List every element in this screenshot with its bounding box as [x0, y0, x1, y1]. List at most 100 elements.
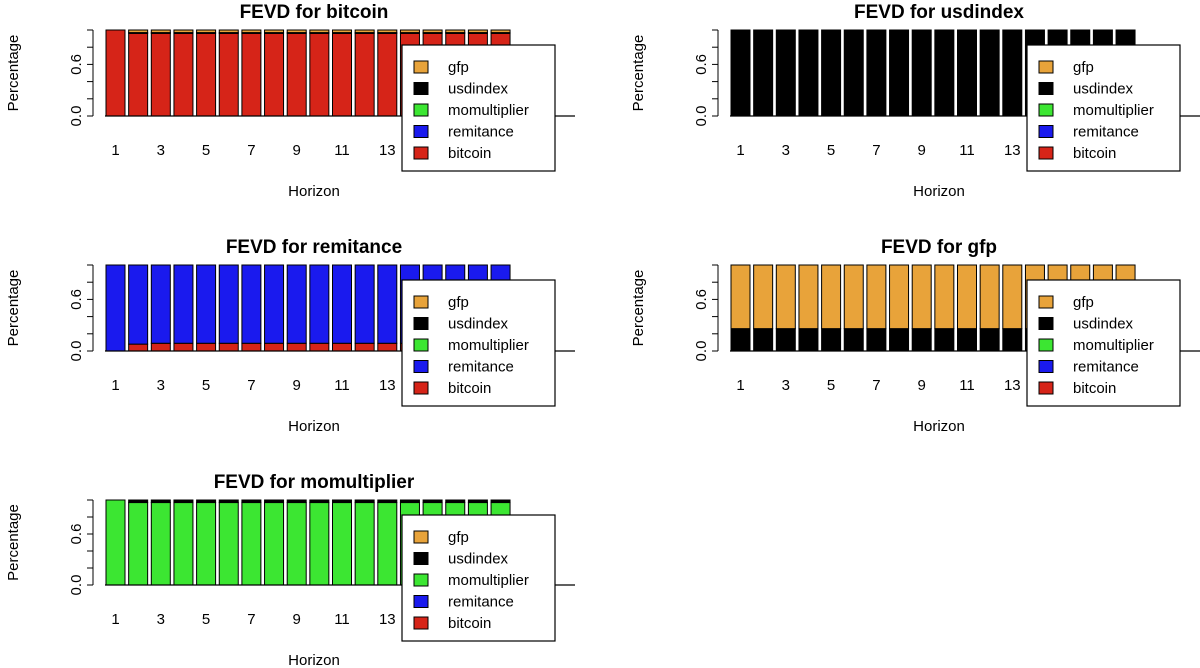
bar-segment-usdindex: [241, 499, 262, 504]
bar-segment-usdindex: [866, 328, 887, 352]
bar-segment-bitcoin: [173, 32, 194, 117]
x-tick-label: 3: [157, 611, 165, 628]
bar-segment-bitcoin: [241, 342, 262, 352]
bar-segment-gfp: [218, 29, 239, 34]
bar-segment-gfp: [730, 264, 751, 330]
y-tick-label: 0.0: [68, 106, 85, 127]
bar-segment-momultiplier: [196, 502, 217, 586]
legend-swatch-usdindex: [413, 82, 429, 95]
y-axis-label: Percentage: [5, 504, 22, 581]
bar-segment-usdindex: [957, 29, 977, 117]
y-tick-label: 0.6: [693, 54, 710, 75]
legend-swatch-momultiplier: [1038, 103, 1054, 117]
legend-label-bitcoin: bitcoin: [448, 615, 491, 632]
bar-segment-remitance: [332, 264, 352, 344]
bar-segment-remitance: [173, 264, 194, 344]
bar-segment-momultiplier: [309, 502, 330, 586]
legend-label-remitance: remitance: [1073, 359, 1139, 376]
x-tick-label: 3: [782, 377, 790, 394]
bar-segment-usdindex: [821, 328, 842, 352]
x-axis-label: Horizon: [913, 418, 965, 435]
y-tick-label: 0.6: [68, 289, 85, 310]
legend-swatch-remitance: [1038, 360, 1054, 373]
bar-segment-usdindex: [889, 29, 910, 117]
bar-segment-usdindex: [730, 29, 751, 117]
bar-segment-usdindex: [150, 499, 171, 504]
legend-label-momultiplier: momultiplier: [448, 572, 529, 589]
bar-segment-momultiplier: [264, 502, 285, 586]
legend-swatch-momultiplier: [1038, 338, 1054, 352]
bar-segment-gfp: [979, 264, 1000, 330]
bar-segment-usdindex: [354, 499, 375, 504]
bar-segment-usdindex: [467, 499, 488, 504]
legend-label-remitance: remitance: [448, 124, 514, 141]
bar-segment-gfp: [445, 29, 466, 34]
bar-segment-gfp: [821, 264, 842, 330]
bar-segment-gfp: [753, 264, 774, 330]
bar-segment-gfp: [173, 29, 194, 34]
legend: gfp usdindex momultiplier remitance bitcoin: [401, 44, 556, 172]
bar-segment-bitcoin: [196, 342, 217, 352]
x-tick-label: 13: [379, 142, 396, 159]
legend-swatch-usdindex: [413, 317, 429, 330]
legend-swatch-remitance: [1038, 125, 1054, 138]
bar-segment-usdindex: [196, 499, 217, 504]
bar-segment-remitance: [150, 264, 171, 344]
legend-swatch-usdindex: [1038, 82, 1054, 95]
chart-title: FEVD for usdindex: [854, 2, 1024, 23]
x-tick-label: 1: [736, 377, 744, 394]
bar-segment-gfp: [775, 264, 796, 330]
x-tick-label: 9: [918, 377, 926, 394]
legend-swatch-bitcoin: [413, 146, 429, 160]
legend-swatch-gfp: [413, 60, 429, 74]
y-tick-label: 0.0: [693, 341, 710, 362]
bar-segment-gfp: [399, 29, 420, 34]
legend-swatch-bitcoin: [1038, 146, 1054, 160]
legend: gfp usdindex momultiplier remitance bitcoin: [401, 514, 556, 642]
bar-segment-usdindex: [911, 29, 932, 117]
chart-title: FEVD for remitance: [226, 237, 402, 258]
bar-segment-gfp: [889, 264, 910, 330]
y-axis-label: Percentage: [5, 270, 22, 347]
legend-label-momultiplier: momultiplier: [448, 337, 529, 354]
x-tick-label: 13: [379, 377, 396, 394]
legend-swatch-usdindex: [413, 552, 429, 565]
y-axis-label: Percentage: [630, 35, 647, 112]
bar-segment-gfp: [422, 29, 443, 34]
x-tick-label: 13: [1004, 142, 1021, 159]
x-tick-label: 11: [334, 142, 350, 159]
bar-segment-usdindex: [821, 29, 842, 117]
bar-segment-usdindex: [934, 328, 955, 352]
bar-segment-usdindex: [377, 499, 398, 504]
x-tick-label: 11: [959, 142, 975, 159]
bar-segment-usdindex: [1002, 328, 1023, 352]
bar-segment-momultiplier: [105, 499, 126, 586]
x-tick-label: 9: [293, 611, 301, 628]
bar-segment-momultiplier: [241, 502, 262, 586]
bar-segment-usdindex: [173, 499, 194, 504]
bar-segment-bitcoin: [332, 32, 352, 117]
bar-segment-usdindex: [309, 499, 330, 504]
legend-swatch-bitcoin: [413, 616, 429, 630]
legend-swatch-momultiplier: [413, 573, 429, 587]
bar-segment-usdindex: [1002, 29, 1023, 117]
legend-swatch-gfp: [413, 295, 429, 309]
bar-segment-remitance: [354, 264, 375, 344]
legend-swatch-gfp: [413, 530, 429, 544]
legend-label-usdindex: usdindex: [448, 81, 509, 98]
legend-label-remitance: remitance: [448, 359, 514, 376]
bar-segment-gfp: [286, 29, 307, 34]
legend-label-usdindex: usdindex: [1073, 316, 1134, 333]
y-tick-label: 0.6: [693, 289, 710, 310]
bar-segment-gfp: [354, 29, 375, 34]
bar-segment-bitcoin: [241, 32, 262, 117]
legend-swatch-momultiplier: [413, 338, 429, 352]
y-tick-label: 0.6: [68, 524, 85, 545]
x-tick-label: 1: [111, 377, 119, 394]
bar-segment-usdindex: [843, 328, 864, 352]
bar-segment-usdindex: [866, 29, 887, 117]
bar-segment-bitcoin: [309, 32, 330, 117]
